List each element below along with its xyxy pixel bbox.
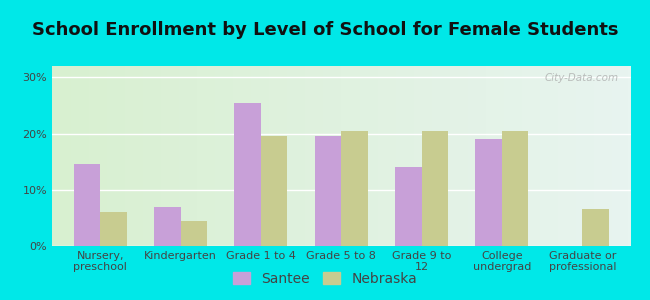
Bar (475, 139, 502, 246)
Bar (422, 131, 448, 246)
Bar (315, 136, 341, 246)
Bar (341, 131, 368, 246)
Bar (582, 209, 609, 246)
Bar (154, 207, 181, 246)
Bar (502, 131, 528, 246)
Bar (181, 221, 207, 246)
Legend: Santee, Nebraska: Santee, Nebraska (229, 268, 421, 290)
Bar (395, 167, 422, 246)
Bar (73, 164, 100, 246)
Bar (100, 212, 127, 246)
Text: City-Data.com: City-Data.com (545, 73, 619, 83)
Text: School Enrollment by Level of School for Female Students: School Enrollment by Level of School for… (32, 21, 618, 39)
Bar (261, 136, 287, 246)
Bar (235, 103, 261, 246)
